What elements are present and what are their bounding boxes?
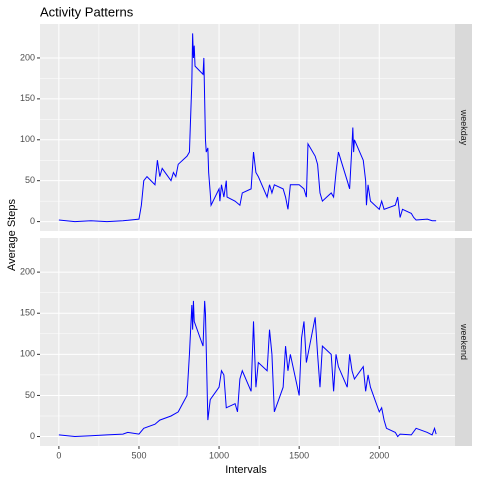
y-tick-label: 0 bbox=[30, 431, 35, 441]
chart-title: Activity Patterns bbox=[40, 4, 134, 19]
x-tick-label: 500 bbox=[131, 450, 146, 460]
y-tick-label: 150 bbox=[20, 308, 35, 318]
facet-label: weekend bbox=[459, 323, 469, 360]
x-tick-label: 1500 bbox=[289, 450, 309, 460]
x-tick-label: 0 bbox=[56, 450, 61, 460]
y-tick-label: 200 bbox=[20, 52, 35, 62]
y-tick-label: 50 bbox=[25, 175, 35, 185]
y-tick-label: 0 bbox=[30, 216, 35, 226]
y-axis-label: Average Steps bbox=[6, 199, 18, 271]
x-tick-label: 2000 bbox=[369, 450, 389, 460]
facet-strip bbox=[455, 24, 472, 231]
y-tick-label: 100 bbox=[20, 134, 35, 144]
x-axis-label: Intervals bbox=[225, 464, 267, 476]
facet-strip bbox=[455, 238, 472, 446]
panel-background bbox=[40, 238, 455, 446]
data-line bbox=[58, 300, 437, 438]
x-tick-label: 1000 bbox=[209, 450, 229, 460]
panel-background bbox=[40, 24, 455, 231]
data-line bbox=[58, 33, 437, 223]
y-tick-label: 100 bbox=[20, 349, 35, 359]
y-tick-label: 50 bbox=[25, 390, 35, 400]
y-tick-label: 200 bbox=[20, 266, 35, 276]
facet-label: weekday bbox=[459, 109, 469, 146]
y-tick-label: 150 bbox=[20, 93, 35, 103]
